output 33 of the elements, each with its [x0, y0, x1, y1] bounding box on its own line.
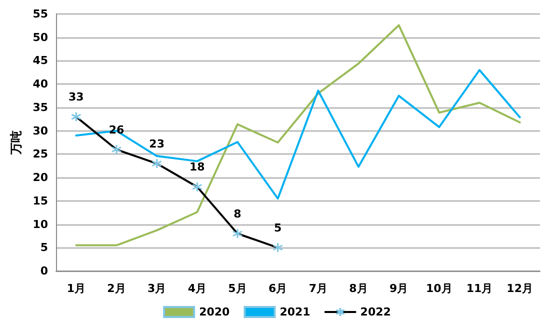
data-label: 18: [190, 160, 205, 174]
y-tick-label: 55: [32, 8, 48, 20]
x-tick-label: 4月: [188, 282, 206, 295]
data-label: 8: [234, 207, 242, 220]
y-tick-label: 15: [32, 194, 48, 208]
x-tick-label: 8月: [349, 282, 368, 295]
data-label: 5: [274, 221, 282, 234]
legend-label: 2021: [280, 306, 310, 318]
legend-label: 2022: [360, 306, 391, 318]
x-tick-label: 7月: [308, 282, 328, 295]
x-tick-label: 6月: [268, 282, 288, 295]
y-tick-label: 50: [32, 30, 48, 44]
y-tick-label: 40: [32, 78, 48, 91]
y-tick-label: 0: [40, 264, 48, 278]
x-tick-label: 12月: [506, 282, 533, 295]
x-tick-label: 11月: [466, 282, 493, 295]
legend-label: 2020: [199, 306, 230, 318]
y-tick-label: 20: [32, 171, 48, 184]
y-tick-label: 35: [32, 100, 48, 114]
y-tick-label: 45: [32, 54, 48, 68]
y-tick-label: 5: [40, 241, 48, 254]
x-tick-label: 2月: [107, 282, 126, 295]
y-tick-label: 10: [32, 218, 48, 231]
x-tick-label: 1月: [66, 282, 86, 295]
y-tick-label: 25: [32, 148, 48, 161]
x-tick-label: 5月: [228, 282, 247, 295]
x-tick-label: 3月: [148, 282, 166, 295]
data-label: 33: [68, 90, 84, 104]
y-tick-label: 30: [32, 124, 48, 138]
y-axis-title: 万吨: [8, 130, 23, 156]
data-label: 23: [149, 137, 164, 150]
x-tick-label: 9月: [390, 282, 408, 295]
x-tick-label: 10月: [426, 282, 452, 295]
